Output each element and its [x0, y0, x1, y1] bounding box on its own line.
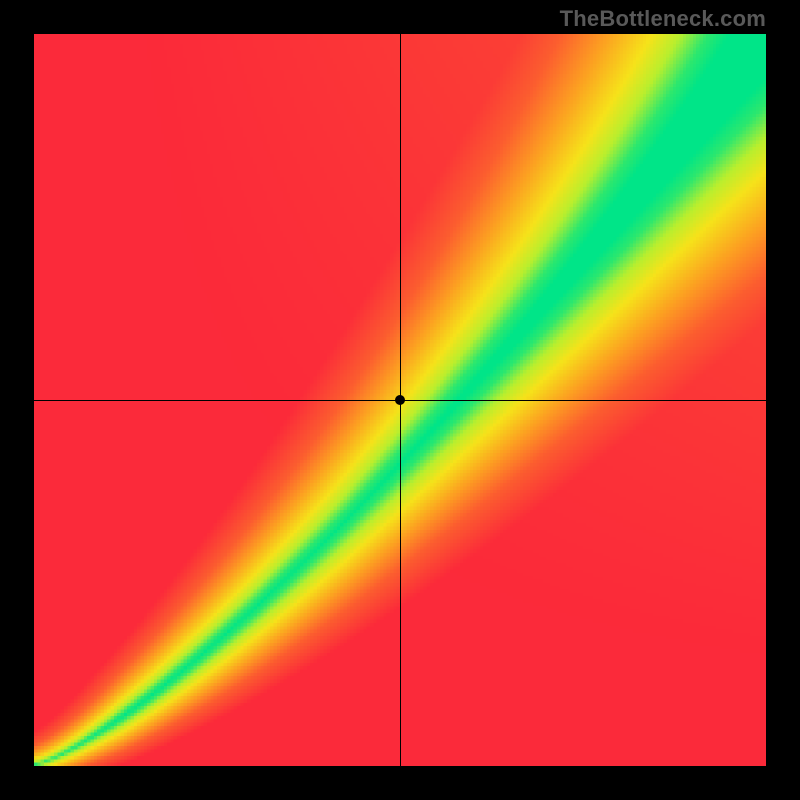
plot-area	[34, 34, 766, 766]
crosshair-marker	[395, 395, 405, 405]
watermark-text: TheBottleneck.com	[560, 6, 766, 32]
